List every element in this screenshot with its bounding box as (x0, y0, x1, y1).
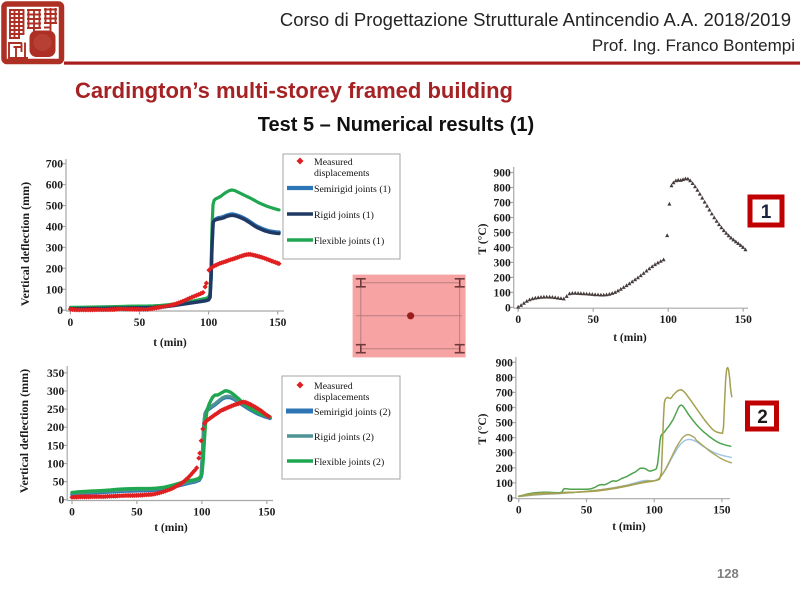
svg-text:t (min): t (min) (613, 332, 647, 344)
svg-text:0: 0 (516, 505, 522, 517)
svg-text:900: 900 (496, 357, 514, 369)
svg-text:0: 0 (507, 493, 513, 505)
svg-text:150: 150 (269, 317, 287, 329)
svg-text:350: 350 (47, 368, 65, 380)
svg-text:150: 150 (47, 440, 65, 452)
svg-text:100: 100 (646, 505, 664, 517)
svg-text:100: 100 (200, 317, 218, 329)
svg-text:600: 600 (496, 403, 514, 415)
svg-text:0: 0 (57, 305, 63, 317)
svg-text:200: 200 (47, 422, 65, 434)
svg-text:200: 200 (496, 463, 514, 475)
svg-text:2: 2 (757, 407, 768, 428)
svg-text:Flexible joints (1): Flexible joints (1) (314, 236, 384, 247)
svg-text:250: 250 (47, 404, 65, 416)
svg-text:Vertical deflection (mm): Vertical deflection (mm) (17, 369, 31, 493)
svg-text:t (min): t (min) (154, 522, 188, 534)
svg-text:150: 150 (713, 505, 731, 517)
svg-text:600: 600 (493, 213, 511, 225)
svg-text:0: 0 (515, 314, 521, 326)
svg-text:700: 700 (493, 198, 511, 210)
svg-text:150: 150 (258, 507, 276, 519)
svg-text:600: 600 (46, 180, 64, 192)
svg-text:0: 0 (58, 495, 64, 507)
svg-text:800: 800 (496, 372, 514, 384)
svg-text:100: 100 (46, 284, 64, 296)
svg-text:100: 100 (47, 459, 65, 471)
svg-text:t (min): t (min) (153, 337, 187, 349)
svg-text:Measured: Measured (314, 381, 353, 392)
svg-text:50: 50 (53, 477, 65, 489)
svg-text:400: 400 (496, 433, 514, 445)
svg-text:Semirigid joints (1): Semirigid joints (1) (314, 184, 391, 195)
svg-text:300: 300 (496, 448, 514, 460)
svg-text:50: 50 (131, 507, 143, 519)
svg-text:50: 50 (134, 317, 146, 329)
svg-text:50: 50 (581, 505, 593, 517)
svg-text:Vertical deflection (mm): Vertical deflection (mm) (18, 182, 32, 306)
svg-text:t (min): t (min) (612, 521, 646, 533)
svg-text:50: 50 (587, 314, 599, 326)
svg-text:500: 500 (493, 228, 511, 240)
svg-text:900: 900 (493, 168, 511, 180)
svg-text:300: 300 (47, 386, 65, 398)
svg-text:0: 0 (68, 317, 74, 329)
svg-text:Rigid joints (1): Rigid joints (1) (314, 210, 374, 221)
svg-text:0: 0 (69, 507, 75, 519)
svg-text:300: 300 (46, 242, 64, 254)
svg-text:0: 0 (505, 302, 511, 314)
svg-text:Rigid joints (2): Rigid joints (2) (314, 432, 374, 443)
svg-text:1: 1 (761, 202, 772, 223)
svg-text:displacements: displacements (314, 392, 370, 403)
svg-text:200: 200 (46, 263, 64, 275)
svg-text:400: 400 (46, 222, 64, 234)
svg-text:400: 400 (493, 242, 511, 254)
svg-text:100: 100 (193, 507, 211, 519)
svg-text:displacements: displacements (314, 168, 370, 179)
svg-text:T (°C): T (°C) (477, 413, 489, 444)
svg-text:100: 100 (660, 314, 678, 326)
svg-text:150: 150 (735, 314, 753, 326)
svg-text:100: 100 (493, 287, 511, 299)
svg-text:100: 100 (496, 478, 514, 490)
svg-text:Measured: Measured (314, 157, 353, 168)
svg-text:500: 500 (496, 418, 514, 430)
svg-text:300: 300 (493, 257, 511, 269)
svg-text:700: 700 (496, 387, 514, 399)
svg-text:700: 700 (46, 159, 64, 171)
svg-text:800: 800 (493, 183, 511, 195)
svg-text:200: 200 (493, 272, 511, 284)
svg-text:Flexible joints (2): Flexible joints (2) (314, 457, 384, 468)
svg-text:T (°C): T (°C) (477, 223, 489, 254)
svg-text:Semirigid joints (2): Semirigid joints (2) (314, 407, 391, 418)
svg-text:500: 500 (46, 201, 64, 213)
